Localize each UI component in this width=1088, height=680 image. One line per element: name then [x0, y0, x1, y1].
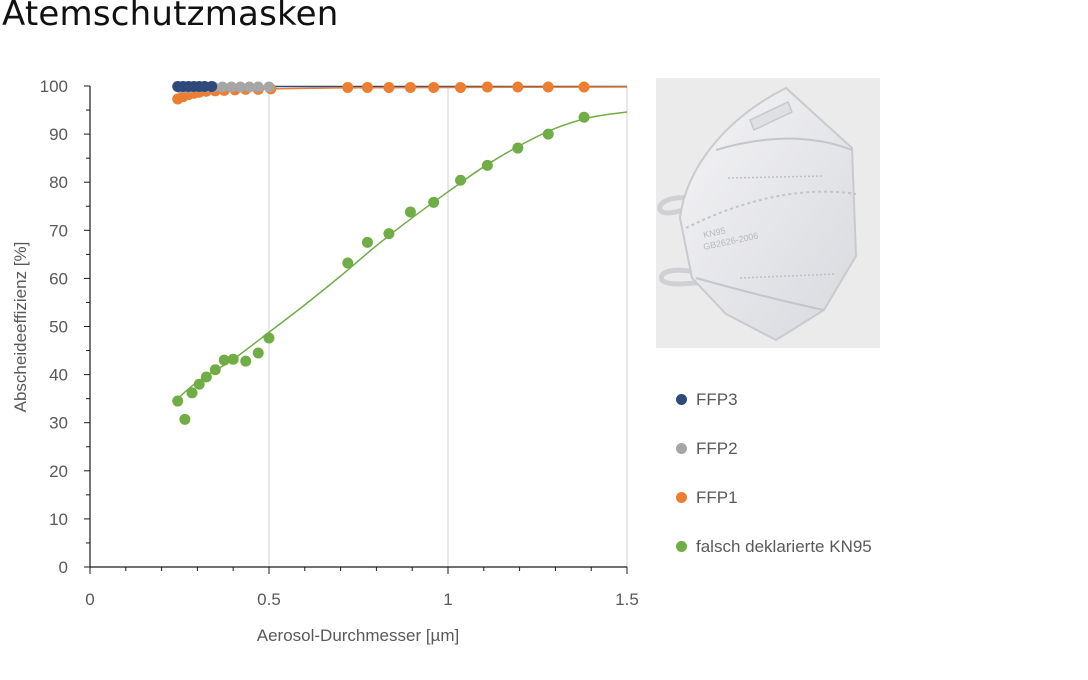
point-ffp1	[361, 81, 373, 93]
point-ffp3	[206, 80, 218, 92]
point-falsch-deklarierte-kn95	[404, 206, 416, 218]
y-tick-label: 80	[49, 173, 68, 192]
legend-item-ffp1: FFP1	[676, 486, 876, 509]
point-ffp2	[252, 81, 264, 93]
point-falsch-deklarierte-kn95	[455, 174, 467, 186]
point-falsch-deklarierte-kn95	[263, 332, 275, 344]
point-falsch-deklarierte-kn95	[542, 128, 554, 140]
y-tick-label: 20	[49, 462, 68, 481]
x-axis-label: Aerosol-Durchmesser [µm]	[257, 626, 460, 645]
mask-photo: KN95 GB2626-2006	[656, 78, 880, 348]
point-ffp1	[383, 81, 395, 93]
legend-marker-ffp1	[676, 492, 687, 503]
point-ffp2	[225, 81, 237, 93]
y-axis-label: Abscheideeffizienz [%]	[11, 242, 30, 413]
y-tick-label: 100	[40, 77, 68, 96]
y-tick-label: 40	[49, 366, 68, 385]
legend-item-ffp2: FFP2	[676, 437, 876, 460]
page-title: Atemschutzmasken	[2, 0, 339, 34]
point-falsch-deklarierte-kn95	[209, 364, 221, 376]
x-tick-label: 1.5	[615, 590, 639, 609]
point-ffp1	[542, 81, 554, 93]
point-ffp1	[512, 81, 524, 93]
point-falsch-deklarierte-kn95	[200, 371, 212, 383]
x-tick-label: 0.5	[257, 590, 281, 609]
mask-print-line1: KN95	[702, 225, 726, 239]
point-ffp2	[243, 81, 255, 93]
point-ffp1	[342, 81, 354, 93]
y-tick-label: 90	[49, 125, 68, 144]
point-falsch-deklarierte-kn95	[193, 378, 205, 390]
point-ffp2	[216, 81, 228, 93]
point-ffp2	[234, 81, 246, 93]
tick-labels: 0 10 20 30 40 50 60 70 80 90 100 0 0.5 1 1.5	[40, 77, 639, 609]
legend-label: FFP3	[696, 390, 738, 409]
y-tick-label: 0	[59, 558, 68, 577]
point-ffp1	[428, 81, 440, 93]
x-tick-label: 1	[443, 590, 452, 609]
legend-label: FFP1	[696, 488, 738, 507]
point-falsch-deklarierte-kn95	[578, 111, 590, 123]
point-ffp1	[481, 81, 493, 93]
legend-item-ffp3: FFP3	[676, 388, 876, 411]
point-falsch-deklarierte-kn95	[481, 159, 493, 171]
point-falsch-deklarierte-kn95	[179, 413, 191, 425]
y-tick-label: 10	[49, 510, 68, 529]
chart-legend: FFP3 FFP2 FFP1 falsch deklarierte KN95	[676, 388, 876, 584]
point-falsch-deklarierte-kn95	[240, 355, 252, 367]
efficiency-chart: 0 10 20 30 40 50 60 70 80 90 100 0 0.5 1 1.5 Aerosol-D…	[11, 77, 639, 645]
point-falsch-deklarierte-kn95	[342, 257, 354, 269]
legend-marker-kn95	[676, 541, 687, 552]
point-falsch-deklarierte-kn95	[252, 347, 264, 359]
legend-marker-ffp2	[676, 443, 687, 454]
chart-axes	[84, 85, 628, 574]
y-tick-label: 60	[49, 269, 68, 288]
point-falsch-deklarierte-kn95	[383, 228, 395, 240]
data-points	[172, 80, 590, 425]
point-falsch-deklarierte-kn95	[172, 395, 184, 407]
x-tick-label: 0	[85, 590, 94, 609]
point-falsch-deklarierte-kn95	[218, 354, 230, 366]
point-ffp1	[578, 81, 590, 93]
y-tick-label: 30	[49, 414, 68, 433]
point-ffp2	[263, 81, 275, 93]
legend-marker-ffp3	[676, 394, 687, 405]
kn95-mask-image: KN95 GB2626-2006	[656, 78, 880, 348]
point-falsch-deklarierte-kn95	[428, 196, 440, 208]
point-falsch-deklarierte-kn95	[512, 142, 524, 154]
legend-label: FFP2	[696, 439, 738, 458]
point-falsch-deklarierte-kn95	[227, 353, 239, 365]
point-falsch-deklarierte-kn95	[361, 236, 373, 248]
point-ffp1	[455, 81, 467, 93]
legend-item-kn95: falsch deklarierte KN95	[676, 535, 876, 558]
grid-lines	[268, 86, 628, 567]
point-ffp1	[404, 81, 416, 93]
y-tick-label: 50	[49, 318, 68, 337]
point-falsch-deklarierte-kn95	[186, 387, 198, 399]
fit-lines	[177, 85, 628, 400]
legend-label: falsch deklarierte KN95	[696, 537, 872, 556]
y-tick-label: 70	[49, 221, 68, 240]
fit-line-falsch-deklarierte-kn95	[177, 111, 628, 400]
